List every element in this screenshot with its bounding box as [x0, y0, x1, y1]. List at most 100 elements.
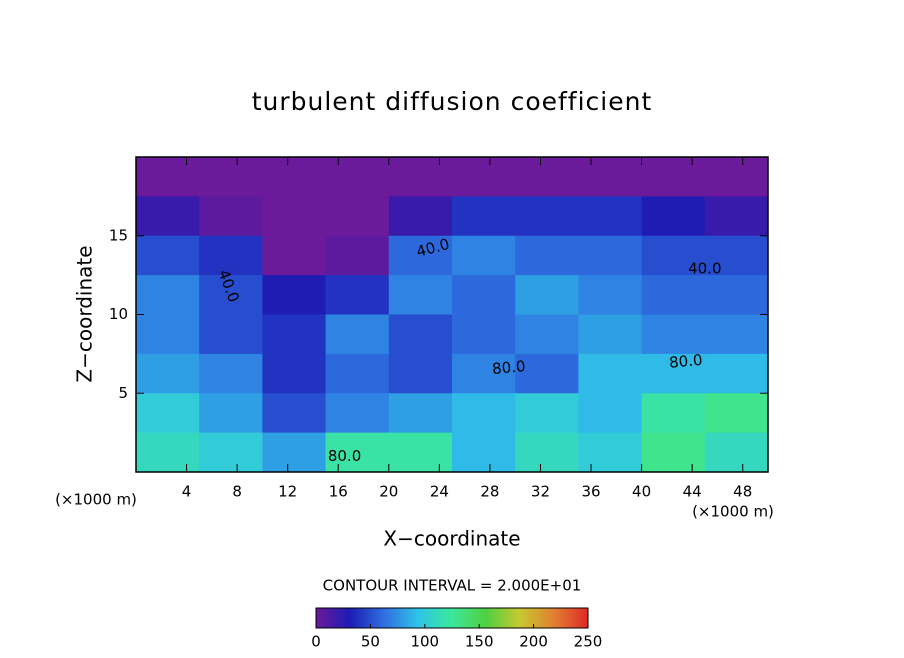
heat-cell [578, 314, 643, 355]
heat-cell [136, 196, 200, 237]
heat-cell [388, 393, 453, 434]
heat-cell [136, 157, 200, 197]
y-unit: (×1000 m) [55, 491, 137, 509]
x-unit: (×1000 m) [692, 503, 774, 521]
heat-cell [388, 275, 453, 315]
heat-cell [199, 235, 263, 276]
colorbar-tick-label: 150 [465, 633, 494, 651]
y-axis-label: Z−coordinate [73, 245, 97, 382]
heat-cell [262, 393, 327, 434]
heat-cell [515, 275, 579, 315]
heat-cell [262, 235, 327, 276]
heat-cell [515, 157, 579, 197]
colorbar-tick-label: 200 [519, 633, 548, 651]
heat-cell [199, 314, 263, 355]
heat-cell [641, 393, 706, 434]
heat-cell [262, 196, 327, 237]
heat-cell [325, 353, 390, 394]
colorbar-tick-label: 0 [311, 633, 321, 651]
heat-cell [325, 235, 390, 276]
heat-cell [388, 196, 453, 237]
heat-cell [199, 393, 263, 434]
heat-cell [515, 235, 579, 276]
heat-cell [641, 353, 706, 394]
x-tick-label: 4 [182, 483, 192, 501]
heat-cell [325, 275, 390, 315]
x-tick-label: 36 [581, 483, 600, 501]
contour-interval: CONTOUR INTERVAL = 2.000E+01 [323, 577, 582, 595]
x-tick-label: 40 [632, 483, 651, 501]
heat-cell [136, 314, 200, 355]
heat-cell [136, 432, 200, 473]
heat-cell [199, 157, 263, 197]
heat-cell [641, 235, 706, 276]
contour-label: 80.0 [668, 351, 703, 372]
heat-cell [578, 196, 643, 237]
x-axis-label: X−coordinate [383, 527, 520, 551]
heat-cell [136, 275, 200, 315]
y-tick-label: 15 [109, 226, 128, 244]
heat-cell [641, 196, 706, 237]
heat-cell [578, 393, 643, 434]
contour-label: 80.0 [491, 357, 526, 378]
heat-cell [704, 432, 769, 473]
heat-cell [515, 393, 579, 434]
heat-cell [641, 432, 706, 473]
heat-cell [136, 235, 200, 276]
x-tick-label: 44 [683, 483, 702, 501]
heat-cell [704, 275, 769, 315]
heat-cell [388, 157, 453, 197]
x-tick-label: 20 [379, 483, 398, 501]
heat-cell [452, 196, 516, 237]
heat-cell [704, 235, 769, 276]
heat-cell [325, 432, 390, 473]
heat-cell [388, 432, 453, 473]
heat-cell [452, 157, 516, 197]
colorbar-tick-label: 250 [574, 633, 603, 651]
heat-cell [262, 314, 327, 355]
heat-cell [199, 275, 263, 315]
heat-cell [199, 432, 263, 473]
x-tick-label: 24 [430, 483, 449, 501]
heat-cell [704, 196, 769, 237]
heat-cell [641, 314, 706, 355]
y-tick-label: 10 [109, 305, 128, 323]
heat-cell [452, 353, 516, 394]
heat-cell [515, 314, 579, 355]
heat-cell [578, 432, 643, 473]
heat-cell [515, 353, 579, 394]
heat-cell [452, 432, 516, 473]
heat-cell [515, 196, 579, 237]
heat-cell [136, 393, 200, 434]
heat-cell [641, 275, 706, 315]
heat-cell [452, 275, 516, 315]
chart-title: turbulent diffusion coefficient [252, 87, 653, 116]
heat-cell [199, 196, 263, 237]
heat-cell [388, 353, 453, 394]
colorbar [315, 607, 589, 629]
heat-cell [325, 393, 390, 434]
heat-cell [452, 314, 516, 355]
heat-cell [388, 235, 453, 276]
heat-cell [704, 157, 769, 197]
heat-cell [452, 393, 516, 434]
heat-cell [325, 314, 390, 355]
colorbar-tick-label: 50 [361, 633, 380, 651]
x-tick-label: 48 [733, 483, 752, 501]
heat-cell [388, 314, 453, 355]
heat-cell [515, 432, 579, 473]
x-tick-label: 28 [480, 483, 499, 501]
heat-cell [325, 157, 390, 197]
heat-cell [578, 275, 643, 315]
heat-cell [262, 275, 327, 315]
contour-label: 40.0 [688, 259, 721, 277]
heat-cell [578, 353, 643, 394]
heat-cell [262, 157, 327, 197]
heat-cell [704, 393, 769, 434]
heat-cell [199, 353, 263, 394]
heat-cell [578, 157, 643, 197]
heat-cell [325, 196, 390, 237]
heat-cell [452, 235, 516, 276]
heat-cell [578, 235, 643, 276]
heat-cell [704, 314, 769, 355]
